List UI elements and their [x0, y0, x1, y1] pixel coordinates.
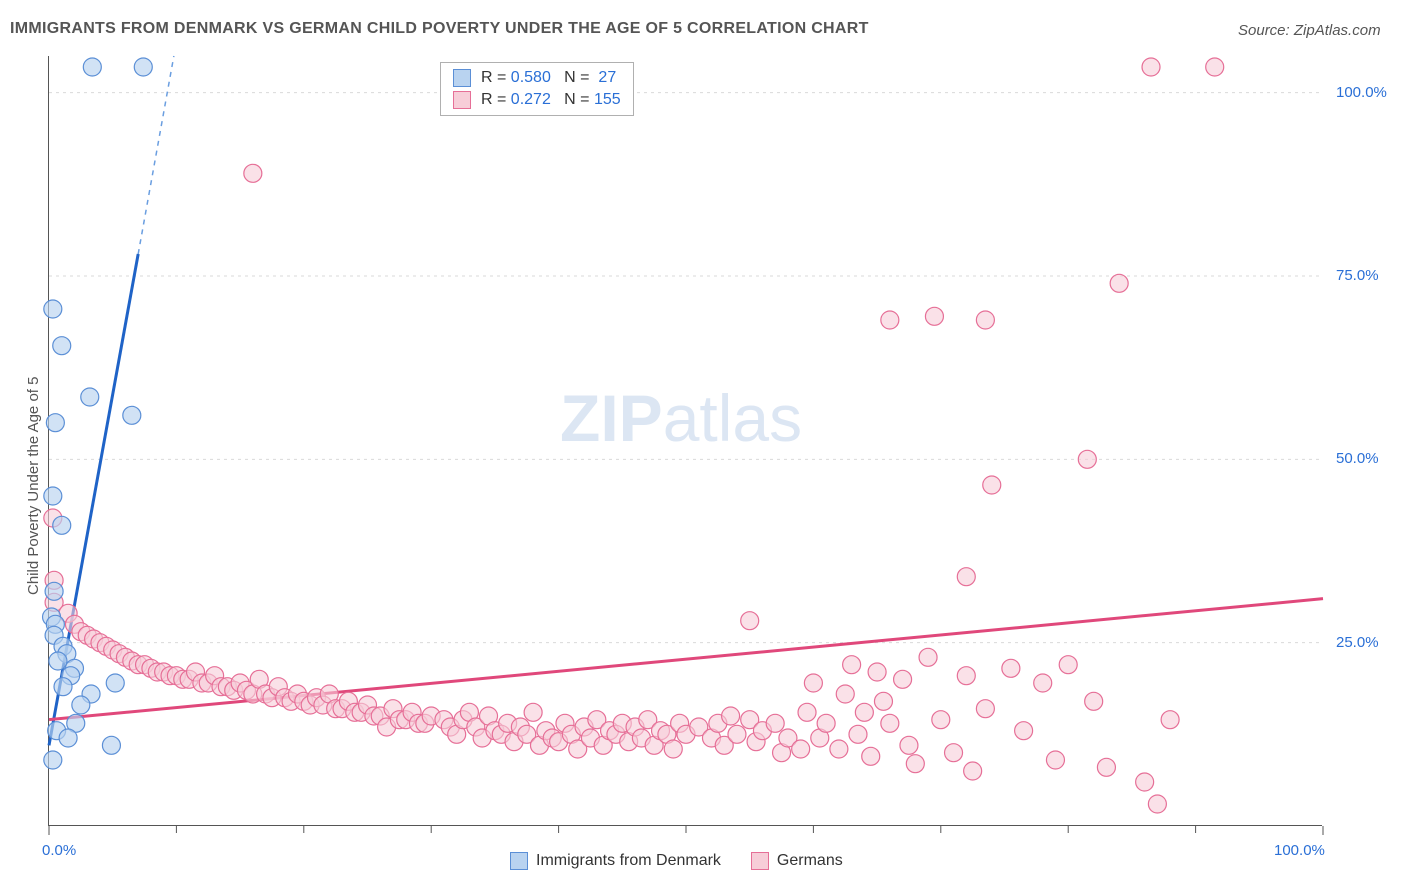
legend-swatch: [751, 852, 769, 870]
scatter-point-denmark: [102, 736, 120, 754]
legend-series-label: Germans: [777, 852, 843, 870]
scatter-point-germans: [957, 667, 975, 685]
scatter-point-germans: [1142, 58, 1160, 76]
scatter-point-germans: [1059, 656, 1077, 674]
plot-area: [48, 56, 1322, 826]
scatter-point-germans: [906, 755, 924, 773]
scatter-point-germans: [804, 674, 822, 692]
scatter-point-denmark: [44, 487, 62, 505]
scatter-point-germans: [1136, 773, 1154, 791]
scatter-point-germans: [855, 703, 873, 721]
scatter-point-germans: [728, 725, 746, 743]
legend-swatch: [453, 91, 471, 109]
scatter-point-germans: [862, 747, 880, 765]
scatter-point-germans: [244, 164, 262, 182]
axis-tick-label: 0.0%: [42, 842, 76, 859]
scatter-point-denmark: [54, 678, 72, 696]
axis-tick-label: 75.0%: [1336, 267, 1379, 284]
scatter-point-germans: [976, 311, 994, 329]
legend-series: Immigrants from Denmark Germans: [510, 852, 843, 870]
scatter-point-germans: [894, 670, 912, 688]
scatter-point-germans: [1110, 274, 1128, 292]
scatter-plot-svg: [49, 56, 1322, 825]
scatter-point-germans: [722, 707, 740, 725]
scatter-point-germans: [925, 307, 943, 325]
scatter-point-germans: [932, 711, 950, 729]
axis-tick-label: 25.0%: [1336, 634, 1379, 651]
scatter-point-germans: [741, 612, 759, 630]
scatter-point-germans: [1206, 58, 1224, 76]
legend-correlation-box: R = 0.580 N = 27 R = 0.272 N = 155: [440, 62, 634, 116]
axis-tick-label: 100.0%: [1274, 842, 1325, 859]
source-value: ZipAtlas.com: [1294, 22, 1381, 39]
scatter-point-denmark: [46, 414, 64, 432]
scatter-point-germans: [964, 762, 982, 780]
scatter-point-denmark: [49, 652, 67, 670]
scatter-point-denmark: [123, 406, 141, 424]
scatter-point-germans: [868, 663, 886, 681]
scatter-point-germans: [1085, 692, 1103, 710]
scatter-point-denmark: [72, 696, 90, 714]
scatter-point-germans: [976, 700, 994, 718]
scatter-point-germans: [1078, 450, 1096, 468]
scatter-point-germans: [1015, 722, 1033, 740]
scatter-point-germans: [881, 714, 899, 732]
legend-series-label: Immigrants from Denmark: [536, 852, 721, 870]
scatter-point-germans: [849, 725, 867, 743]
scatter-point-denmark: [106, 674, 124, 692]
scatter-point-denmark: [59, 729, 77, 747]
source-attribution: Source: ZipAtlas.com: [1238, 22, 1381, 39]
scatter-point-germans: [836, 685, 854, 703]
source-label: Source:: [1238, 22, 1290, 39]
axis-tick-label: 100.0%: [1336, 84, 1387, 101]
scatter-point-germans: [945, 744, 963, 762]
scatter-point-denmark: [134, 58, 152, 76]
scatter-point-germans: [874, 692, 892, 710]
scatter-point-germans: [1034, 674, 1052, 692]
scatter-point-germans: [792, 740, 810, 758]
y-axis-label: Child Poverty Under the Age of 5: [25, 377, 42, 595]
scatter-point-germans: [798, 703, 816, 721]
legend-row: R = 0.580 N = 27: [453, 69, 621, 87]
scatter-point-germans: [1148, 795, 1166, 813]
legend-swatch: [453, 69, 471, 87]
scatter-point-germans: [830, 740, 848, 758]
scatter-point-denmark: [81, 388, 99, 406]
scatter-point-germans: [766, 714, 784, 732]
scatter-point-germans: [919, 648, 937, 666]
scatter-point-denmark: [45, 582, 63, 600]
scatter-point-germans: [983, 476, 1001, 494]
legend-row: R = 0.272 N = 155: [453, 91, 621, 109]
scatter-point-germans: [900, 736, 918, 754]
scatter-point-denmark: [83, 58, 101, 76]
scatter-point-germans: [664, 740, 682, 758]
scatter-point-germans: [1002, 659, 1020, 677]
scatter-point-denmark: [44, 300, 62, 318]
legend-series-item: Germans: [751, 852, 843, 870]
scatter-point-germans: [817, 714, 835, 732]
scatter-point-denmark: [44, 751, 62, 769]
scatter-point-germans: [881, 311, 899, 329]
legend-series-item: Immigrants from Denmark: [510, 852, 721, 870]
axis-tick-label: 50.0%: [1336, 450, 1379, 467]
legend-swatch: [510, 852, 528, 870]
scatter-point-germans: [1097, 758, 1115, 776]
scatter-point-germans: [957, 568, 975, 586]
scatter-point-germans: [1046, 751, 1064, 769]
scatter-point-denmark: [53, 516, 71, 534]
scatter-point-germans: [1161, 711, 1179, 729]
scatter-point-germans: [843, 656, 861, 674]
chart-title: IMMIGRANTS FROM DENMARK VS GERMAN CHILD …: [10, 20, 869, 38]
scatter-point-denmark: [53, 337, 71, 355]
scatter-point-germans: [524, 703, 542, 721]
